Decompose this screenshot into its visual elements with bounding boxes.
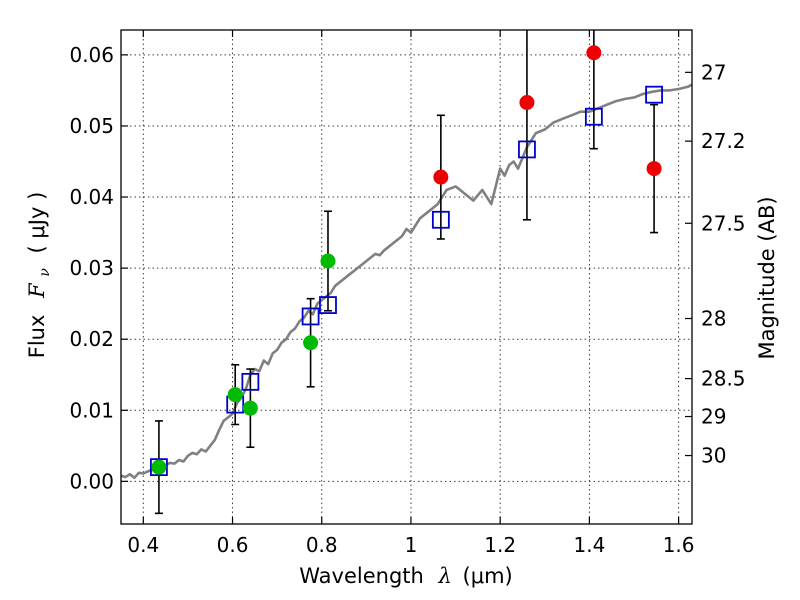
x-tick-label: 0.6	[217, 533, 249, 557]
x-axis-title-symbol: λ	[438, 564, 452, 588]
x-tick-label: 1	[405, 533, 418, 557]
x-axis-title-prefix: Wavelength	[299, 564, 424, 588]
y-tick-label: 0.06	[69, 43, 114, 67]
y-axis-title-unit: ( μJy )	[25, 192, 49, 254]
y2-tick-label: 27.5	[701, 211, 746, 235]
model-photometry-square	[241, 372, 260, 391]
model-spectrum-line	[120, 83, 693, 480]
x-tick-label: 1.6	[663, 533, 695, 557]
optical-data-point	[320, 253, 336, 269]
x-tick-label: 0.8	[306, 533, 338, 557]
plot-frame	[120, 29, 693, 525]
y-tick-label: 0.01	[69, 398, 114, 422]
optical-data-point	[227, 387, 243, 403]
y-tick-label: 0.00	[69, 469, 114, 493]
y2-tick-label: 27.2	[701, 129, 746, 153]
model-photometry-square	[518, 140, 536, 159]
x-axis-title-unit: (μm)	[463, 564, 513, 588]
infrared-data-point	[433, 169, 449, 185]
y2-tick-label: 29	[701, 405, 726, 429]
model-photometry-square	[301, 307, 320, 326]
y-axis-title-symbol: F	[25, 282, 49, 299]
y2-tick-label: 28	[701, 307, 726, 331]
model-photometry-square	[319, 296, 337, 314]
model-photometry-square	[431, 210, 450, 229]
infrared-data-point	[646, 161, 662, 177]
y2-axis-title: Magnitude (AB)	[755, 196, 779, 359]
x-tick-label: 1.4	[573, 533, 605, 557]
axes: 0.4 0.6 0.8 1 1.2 1.4 1.6 0.00 0.01 0.02 0.03 0.04 0…	[69, 29, 746, 557]
y-axis-title-subscript: ν	[37, 268, 53, 277]
model-photometry-square	[584, 107, 603, 126]
model-photometry-square	[645, 85, 663, 104]
y2-tick-label: 28.5	[701, 367, 746, 391]
infrared-data-point	[519, 95, 535, 111]
y-tick-label: 0.02	[69, 327, 114, 351]
infrared-data-point	[586, 45, 602, 61]
y2-tick-label: 30	[701, 444, 726, 468]
model-spectrum	[120, 83, 693, 480]
model-photometry-square	[150, 458, 168, 477]
optical-data-point	[151, 459, 167, 475]
data-markers	[150, 45, 663, 477]
y-tick-label: 0.03	[69, 256, 114, 280]
x-tick-label: 0.4	[127, 533, 159, 557]
y2-tick-label: 27	[701, 60, 726, 84]
y-axis-title-prefix: Flux	[25, 315, 49, 359]
optical-data-point	[242, 400, 258, 416]
x-tick-label: 1.2	[484, 533, 516, 557]
y-axis-title: Flux F ν ( μJy )	[25, 192, 54, 359]
y-tick-label: 0.05	[69, 114, 114, 138]
optical-data-point	[303, 335, 319, 351]
y-tick-label: 0.04	[69, 185, 114, 209]
error-bars	[154, 30, 659, 515]
x-axis-title: Wavelength λ (μm)	[299, 564, 512, 588]
